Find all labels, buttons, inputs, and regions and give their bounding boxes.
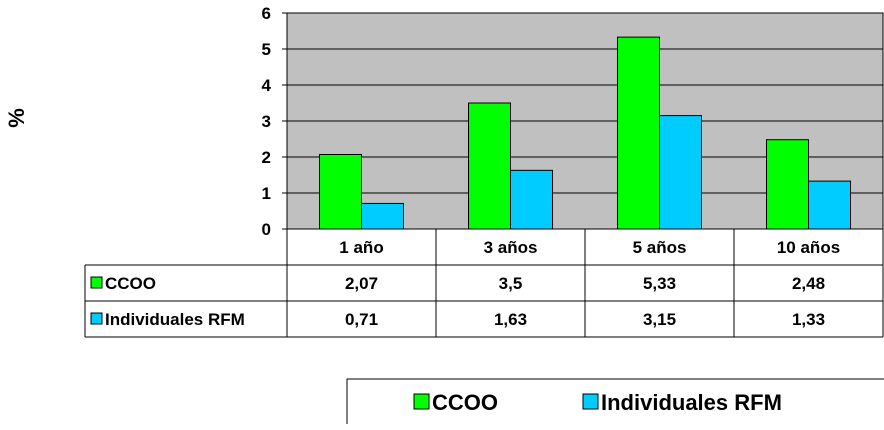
bar-individuales-rfm [659,115,702,230]
bar-individuales-rfm [808,180,851,230]
y-tick-label: 3 [262,112,271,131]
legend-swatch [413,393,430,410]
table-cell-value: 2,07 [345,274,378,293]
table-cell-value: 1,63 [494,310,527,329]
table-cell-value: 1,33 [792,310,825,329]
bar-ccoo [319,153,362,230]
x-tick-label: 1 año [339,238,383,257]
table-series-label: Individuales RFM [105,310,245,329]
legend-entry: CCOO [432,390,498,415]
bar-individuales-rfm [361,202,404,230]
table-cell-value: 3,5 [499,274,523,293]
table-legend-key [90,276,103,289]
x-tick-label: 3 años [484,238,538,257]
y-tick-label: 5 [262,40,271,59]
legend-swatch [582,393,599,410]
x-tick-label: 5 años [633,238,687,257]
table-cell-value: 2,48 [792,274,825,293]
bar-ccoo [468,102,511,230]
legend-box [346,378,884,424]
y-axis-label: % [4,108,29,128]
y-tick-label: 0 [262,220,271,239]
x-tick-label: 10 años [777,238,840,257]
bar-ccoo [766,139,809,230]
table-legend-key [90,312,103,325]
table-cell-value: 5,33 [643,274,676,293]
bar-individuales-rfm [510,169,553,230]
y-tick-label: 2 [262,148,271,167]
y-tick-label: 1 [262,184,271,203]
y-tick-label: 4 [262,76,272,95]
y-tick-label: 6 [262,4,271,23]
table-cell-value: 3,15 [643,310,676,329]
table-series-label: CCOO [105,274,156,293]
legend-entry: Individuales RFM [601,390,782,415]
bar-ccoo [617,36,660,230]
table-cell-value: 0,71 [345,310,378,329]
